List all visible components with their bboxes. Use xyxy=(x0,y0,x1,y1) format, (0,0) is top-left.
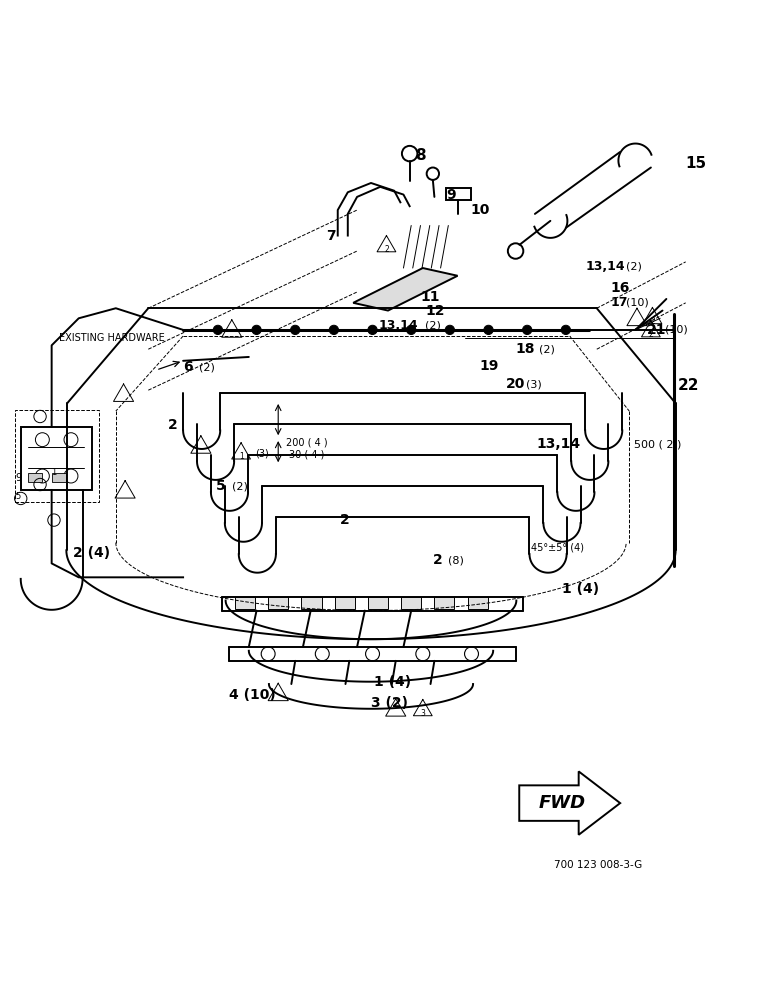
Text: 2: 2 xyxy=(340,513,350,527)
Bar xyxy=(446,188,471,200)
Text: (8): (8) xyxy=(449,555,464,565)
Text: 2: 2 xyxy=(168,418,178,432)
Text: 21: 21 xyxy=(647,323,667,337)
Bar xyxy=(435,597,455,609)
Text: 3 (2): 3 (2) xyxy=(371,696,408,710)
Text: 9: 9 xyxy=(16,473,22,483)
Text: (3): (3) xyxy=(255,449,268,459)
Text: 30 ( 4 ): 30 ( 4 ) xyxy=(289,449,324,459)
Bar xyxy=(268,597,288,609)
Circle shape xyxy=(445,325,455,335)
Text: 20: 20 xyxy=(505,377,525,391)
Polygon shape xyxy=(353,268,458,311)
Bar xyxy=(401,597,421,609)
Text: (2): (2) xyxy=(232,481,248,491)
Circle shape xyxy=(561,325,570,335)
Circle shape xyxy=(329,325,338,335)
Circle shape xyxy=(213,325,223,335)
Text: 4 (10): 4 (10) xyxy=(230,688,276,702)
Text: (3): (3) xyxy=(525,379,542,389)
Text: 2: 2 xyxy=(384,245,389,254)
Text: 15: 15 xyxy=(686,156,707,171)
Text: 6: 6 xyxy=(183,360,192,374)
Text: 5: 5 xyxy=(16,492,21,501)
Text: (10): (10) xyxy=(665,325,688,335)
Text: (2): (2) xyxy=(199,362,214,372)
Text: 200 ( 4 ): 200 ( 4 ) xyxy=(286,438,327,448)
Text: 5: 5 xyxy=(217,479,226,493)
Text: 8: 8 xyxy=(415,148,426,163)
Text: 2: 2 xyxy=(650,317,655,326)
Text: 19: 19 xyxy=(480,359,499,373)
Bar xyxy=(21,427,92,490)
Text: 7: 7 xyxy=(326,229,336,243)
Text: 2: 2 xyxy=(433,553,442,567)
Text: 13,14: 13,14 xyxy=(379,319,418,332)
Circle shape xyxy=(368,325,377,335)
Text: 700 123 008-3-G: 700 123 008-3-G xyxy=(554,860,643,870)
Bar xyxy=(468,597,488,609)
Text: 2: 2 xyxy=(649,330,653,339)
Bar xyxy=(52,473,65,482)
Text: 18: 18 xyxy=(515,342,535,356)
Text: 16: 16 xyxy=(611,281,630,295)
Text: 13,14: 13,14 xyxy=(585,260,625,273)
Circle shape xyxy=(484,325,494,335)
Text: 13,14: 13,14 xyxy=(536,437,580,451)
Bar xyxy=(29,473,43,482)
Text: 45°±5° (4): 45°±5° (4) xyxy=(531,543,584,553)
Text: 11: 11 xyxy=(421,290,440,304)
Text: 1: 1 xyxy=(239,452,244,461)
Circle shape xyxy=(407,325,416,335)
Text: 3: 3 xyxy=(421,709,425,718)
Bar xyxy=(301,597,321,609)
Circle shape xyxy=(522,325,532,335)
Bar xyxy=(16,410,99,502)
Circle shape xyxy=(290,325,300,335)
Text: (2): (2) xyxy=(539,344,555,354)
Text: 1 (4): 1 (4) xyxy=(374,675,411,689)
Text: 1: 1 xyxy=(51,468,57,477)
Text: 10: 10 xyxy=(471,203,490,217)
Text: 9: 9 xyxy=(446,188,456,202)
Circle shape xyxy=(252,325,262,335)
Text: (2): (2) xyxy=(425,320,441,330)
Text: 1 (4): 1 (4) xyxy=(562,582,599,596)
Text: 22: 22 xyxy=(678,378,699,393)
Text: 17: 17 xyxy=(611,296,629,309)
Text: 12: 12 xyxy=(425,304,445,318)
Text: 2 (4): 2 (4) xyxy=(72,546,109,560)
Text: EXISTING HARDWARE: EXISTING HARDWARE xyxy=(60,333,165,343)
Text: 500 ( 2 ): 500 ( 2 ) xyxy=(634,439,681,449)
Text: (2): (2) xyxy=(626,261,642,271)
Bar xyxy=(334,597,355,609)
Text: (10): (10) xyxy=(626,297,649,307)
Text: FWD: FWD xyxy=(539,794,586,812)
Bar xyxy=(368,597,388,609)
Bar xyxy=(235,597,255,609)
